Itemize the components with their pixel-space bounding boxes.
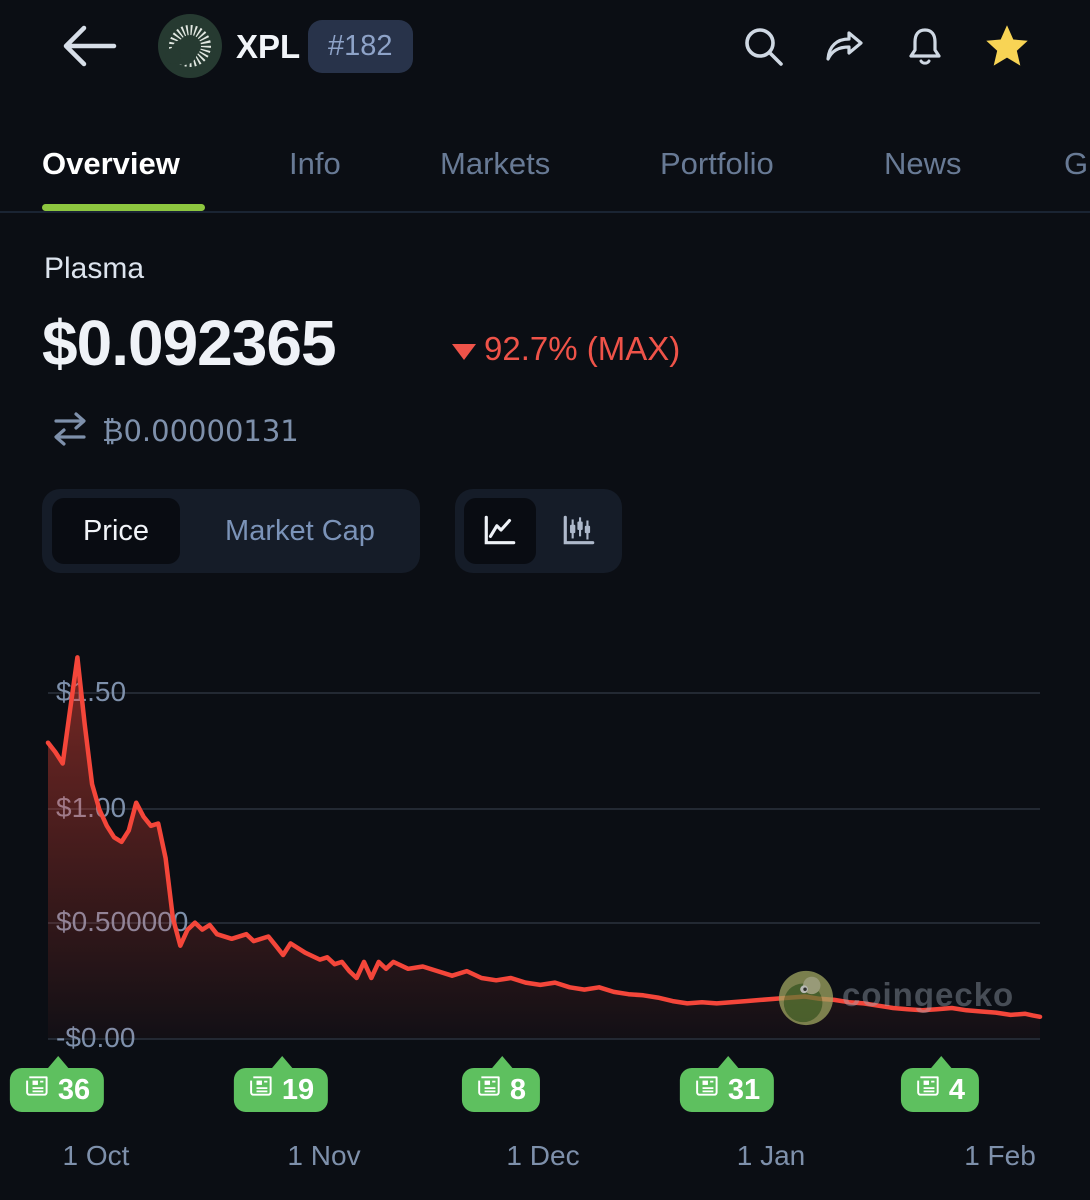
x-axis-tick: 1 Nov	[287, 1140, 361, 1171]
notifications-button[interactable]	[901, 22, 949, 70]
candlestick-chart-icon	[560, 511, 598, 552]
coingecko-watermark-text: coingecko	[842, 976, 1015, 1013]
newspaper-icon	[248, 1073, 274, 1107]
price-area	[48, 657, 1040, 1038]
btc-equivalent: ₿0.00000131	[102, 414, 299, 448]
bell-icon	[901, 28, 949, 73]
news-marker[interactable]: 8	[461, 1068, 541, 1112]
newspaper-icon	[24, 1073, 50, 1107]
news-count: 8	[509, 1073, 527, 1106]
news-marker[interactable]: 4	[900, 1068, 980, 1112]
favorite-button[interactable]	[983, 22, 1031, 70]
back-arrow-icon	[54, 25, 120, 75]
tab-news[interactable]: News	[884, 146, 962, 181]
price-chart[interactable]	[0, 630, 1090, 1060]
tab-info[interactable]: Info	[289, 146, 341, 181]
news-count: 31	[727, 1073, 761, 1106]
share-button[interactable]	[821, 22, 869, 70]
gridline	[48, 1038, 1040, 1040]
price-change: 92.7% (MAX)	[484, 330, 681, 367]
chart-type-candles-button[interactable]	[536, 510, 622, 553]
news-marker[interactable]: 19	[233, 1068, 329, 1112]
news-count: 36	[57, 1073, 91, 1106]
coin-symbol: XPL	[236, 28, 301, 65]
price-line	[45, 655, 1043, 1020]
tab-overview[interactable]: Overview	[42, 146, 180, 181]
chart-type-line-button[interactable]	[464, 498, 536, 564]
gridline	[48, 922, 1040, 924]
newspaper-icon	[694, 1073, 720, 1107]
metric-option-price[interactable]: Price	[52, 498, 180, 564]
tab-more[interactable]: G	[1064, 146, 1089, 181]
rank-badge: #182	[308, 20, 413, 73]
chart-type-toggle	[455, 489, 622, 573]
line-chart-icon	[481, 511, 519, 552]
share-icon	[821, 31, 869, 73]
news-count: 19	[281, 1073, 315, 1106]
price-value: $0.092365	[42, 307, 337, 379]
tab-markets[interactable]: Markets	[440, 146, 551, 181]
price-down-arrow-icon	[452, 344, 476, 360]
news-marker[interactable]: 36	[9, 1068, 105, 1112]
currency-swap-button[interactable]	[50, 410, 90, 448]
tabs-divider	[0, 211, 1090, 213]
search-button[interactable]	[739, 22, 787, 70]
star-icon	[983, 25, 1031, 73]
x-axis-tick: 1 Feb	[964, 1140, 1036, 1171]
tab-portfolio[interactable]: Portfolio	[660, 146, 774, 181]
search-icon	[739, 28, 787, 73]
x-axis-tick: 1 Jan	[736, 1140, 806, 1171]
y-axis-tick: $1.50	[56, 676, 127, 707]
coin-logo-icon	[158, 14, 222, 78]
x-axis-tick: 1 Dec	[506, 1140, 580, 1171]
metric-toggle: Price Market Cap	[42, 489, 420, 573]
metric-option-market-cap[interactable]: Market Cap	[180, 514, 420, 549]
gridline	[48, 808, 1040, 810]
active-tab-underline	[42, 204, 205, 211]
coin-name: Plasma	[44, 252, 145, 285]
gridline	[48, 692, 1040, 694]
x-axis-tick: 1 Oct	[62, 1140, 130, 1171]
newspaper-icon	[476, 1073, 502, 1107]
swap-arrows-icon	[50, 412, 90, 451]
back-button[interactable]	[54, 20, 120, 72]
newspaper-icon	[915, 1073, 941, 1107]
news-marker[interactable]: 31	[679, 1068, 775, 1112]
news-count: 4	[948, 1073, 966, 1106]
